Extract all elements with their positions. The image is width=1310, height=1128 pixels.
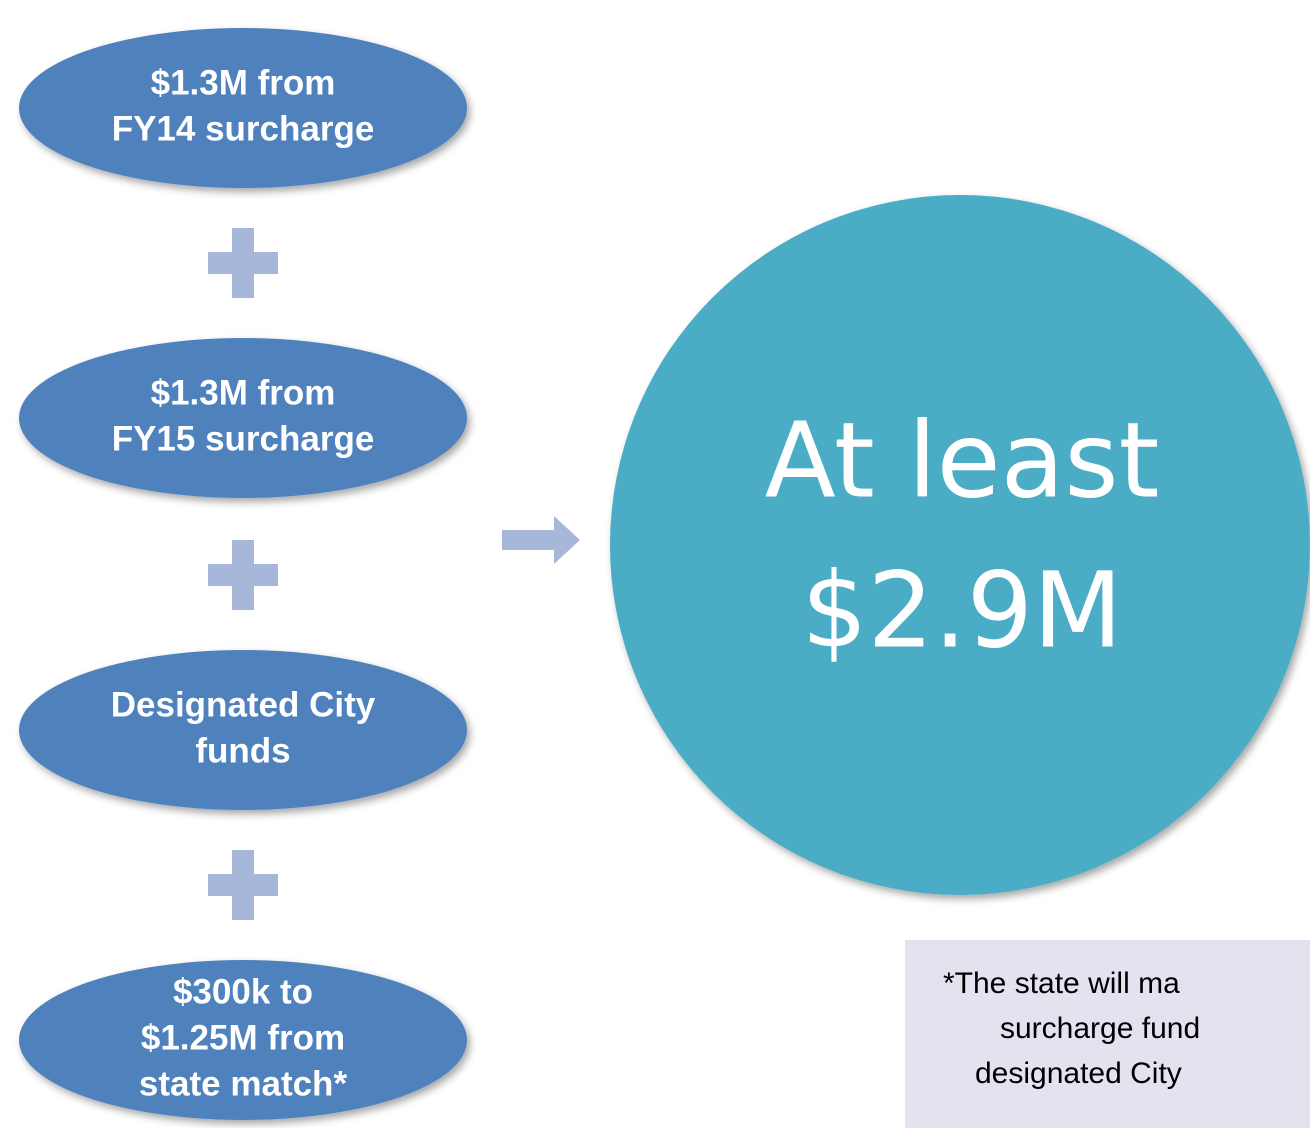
plus-signs	[208, 228, 278, 920]
node-label: funds	[195, 731, 290, 770]
node-ellipse	[19, 28, 467, 188]
node-label: $300k to	[173, 972, 313, 1011]
note-label: *The state will ma	[943, 967, 1180, 1000]
result-label: $2.9M	[801, 549, 1122, 671]
node-ellipse	[19, 960, 467, 1120]
node-label: $1.25M from	[141, 1018, 345, 1057]
plus	[208, 540, 278, 610]
node-label: $1.3M from	[151, 373, 336, 412]
note-label: surcharge fund	[1000, 1012, 1200, 1045]
node-label: FY14 surcharge	[112, 109, 375, 148]
note-box	[905, 940, 1310, 1128]
note-label: designated City	[975, 1057, 1182, 1090]
node-ellipse	[19, 650, 467, 810]
arrow	[502, 516, 580, 564]
plus	[208, 228, 278, 298]
plus	[208, 850, 278, 920]
node-label: Designated City	[111, 685, 376, 724]
node-label: state match*	[139, 1064, 348, 1103]
node-ellipse	[19, 338, 467, 498]
result-label: At least	[765, 399, 1160, 521]
result-circle	[610, 195, 1310, 895]
node-label: FY15 surcharge	[112, 419, 375, 458]
node-label: $1.3M from	[151, 63, 336, 102]
